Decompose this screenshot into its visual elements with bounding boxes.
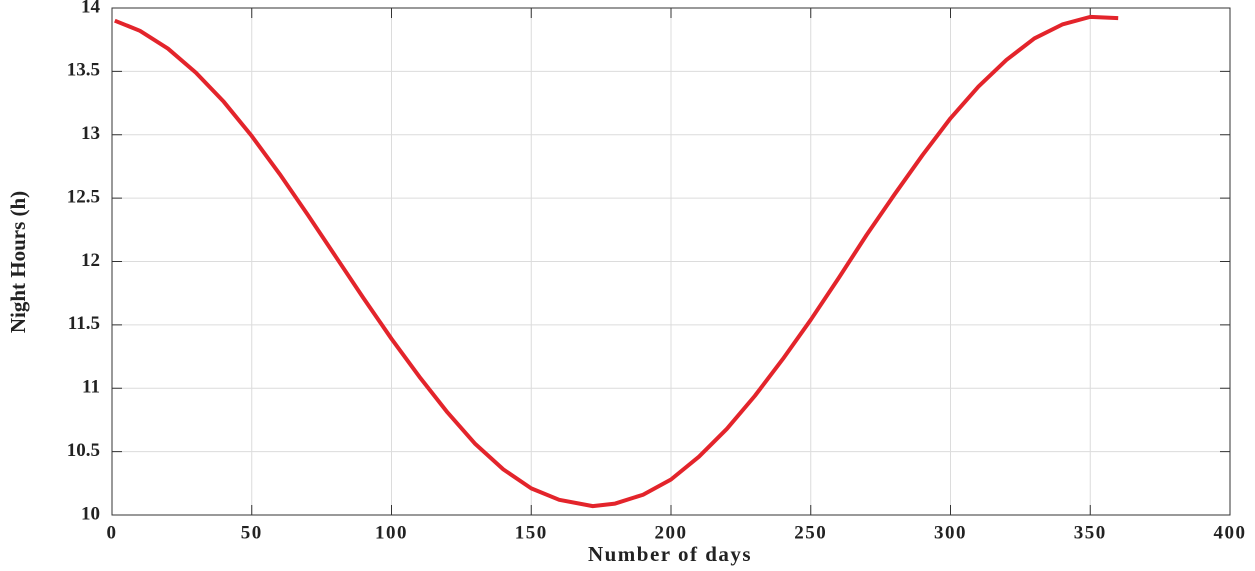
x-tick-label: 300 bbox=[934, 522, 967, 543]
y-tick-label: 14 bbox=[81, 0, 101, 17]
y-axis-label: Night Hours (h) bbox=[6, 191, 30, 333]
x-axis-label: Number of days bbox=[588, 542, 752, 566]
plot-frame bbox=[111, 7, 1231, 516]
x-tick-label: 350 bbox=[1074, 522, 1107, 543]
y-tick-label: 13 bbox=[81, 123, 100, 144]
y-tick-label: 10 bbox=[81, 503, 100, 524]
y-tick-label: 12.5 bbox=[67, 186, 100, 207]
x-tick-label: 200 bbox=[655, 522, 688, 543]
y-tick-label: 11.5 bbox=[68, 313, 100, 334]
x-tick-label: 150 bbox=[515, 522, 548, 543]
y-tick-label: 12 bbox=[81, 250, 100, 271]
x-tick-label: 0 bbox=[107, 522, 118, 543]
x-tick-label: 400 bbox=[1214, 522, 1247, 543]
y-tick-label: 10.5 bbox=[67, 440, 100, 461]
y-tick-label: 13.5 bbox=[67, 60, 100, 81]
y-tick-label: 11 bbox=[82, 377, 100, 398]
x-tick-label: 100 bbox=[375, 522, 408, 543]
x-tick-label: 250 bbox=[794, 522, 827, 543]
x-tick-label: 50 bbox=[241, 522, 263, 543]
data-line bbox=[114, 14, 1119, 509]
